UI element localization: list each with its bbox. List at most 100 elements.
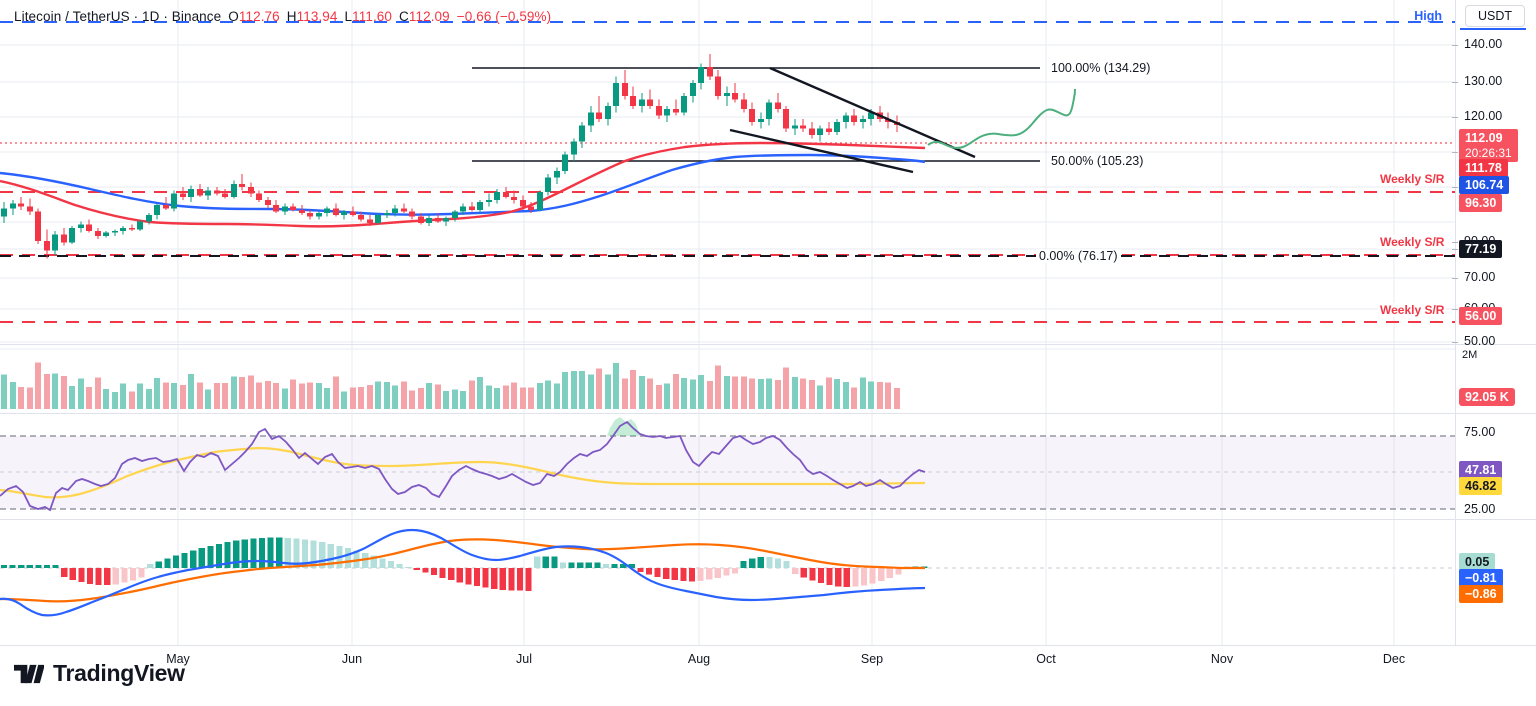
last-price-countdown: 20:26:31 [1465, 145, 1512, 160]
rsi-chart-svg [0, 414, 1455, 519]
price-pane[interactable]: 100.00% (134.29) 50.00% (105.23) 0.00% (… [0, 0, 1455, 344]
macd-histogram-bar [817, 568, 825, 584]
candle-body [766, 102, 772, 119]
pane-separator-volume[interactable] [0, 344, 1536, 345]
volume-bar [1, 374, 7, 409]
volume-bar [511, 382, 517, 409]
macd-histogram-bar [465, 568, 472, 585]
candle-body [78, 224, 84, 228]
volume-bar [698, 374, 704, 409]
candle-body [27, 206, 33, 212]
candle-body [214, 190, 220, 194]
volume-value-pill: 92.05 K [1459, 388, 1515, 406]
candle-body [494, 192, 500, 201]
candle-body [800, 125, 806, 129]
candle-body [1, 208, 7, 217]
time-axis[interactable]: May Jun Jul Aug Sep Oct Nov Dec [0, 646, 1455, 674]
last-price-main: 112.09 [1465, 130, 1503, 145]
macd-histogram-bar [190, 550, 197, 568]
volume-pane[interactable] [0, 345, 1455, 413]
macd-histogram-bar [258, 537, 266, 568]
macd-histogram-bar [637, 568, 644, 572]
candle-body [86, 224, 92, 232]
candle-body [673, 109, 679, 113]
candle-body [333, 208, 339, 215]
symbol-title[interactable]: Litecoin / TetherUS · 1D · Binance [14, 9, 222, 24]
volume-bar [664, 383, 670, 409]
macd-histogram-bar [18, 565, 25, 568]
candle-body [146, 214, 152, 222]
macd-histogram-bar [327, 543, 334, 568]
bottom-separator [0, 645, 1536, 646]
time-tick-jul: Jul [516, 652, 532, 666]
macd-histogram-bar [611, 564, 618, 568]
macd-histogram-bar [164, 558, 171, 568]
pane-separator-macd[interactable] [0, 519, 1536, 520]
chart-legend[interactable]: Litecoin / TetherUS · 1D · Binance O112.7… [14, 9, 551, 24]
candle-body [503, 192, 509, 197]
volume-bar [197, 382, 203, 409]
macd-histogram-bar [516, 568, 524, 591]
candle-body [239, 183, 245, 188]
volume-bar [86, 386, 92, 409]
volume-bar [350, 387, 356, 409]
price-tick-dash [1452, 152, 1458, 153]
volume-bar [171, 382, 177, 409]
candle-body [205, 190, 211, 196]
macd-histogram-bar [387, 561, 395, 568]
candle-body [698, 66, 704, 84]
currency-underline [1460, 28, 1526, 30]
macd-histogram-bar [757, 556, 764, 568]
candle-body [154, 205, 160, 215]
volume-bar [554, 383, 560, 409]
volume-bar [783, 367, 789, 409]
volume-chart-svg [0, 345, 1455, 413]
tradingview-footer[interactable]: TradingView [14, 660, 185, 687]
candle-body [316, 213, 322, 217]
currency-badge[interactable]: USDT [1464, 5, 1525, 27]
time-tick-aug: Aug [687, 652, 711, 666]
volume-bar [129, 391, 135, 409]
macd-histogram-bar [491, 568, 498, 589]
volume-bar [656, 384, 662, 409]
candle-body [579, 125, 585, 142]
price-tick-130-00: 130.00 [1464, 74, 1503, 88]
price-axis[interactable]: 140.00130.00120.00110.00100.0090.0080.00… [1452, 0, 1536, 645]
candle-body [375, 214, 381, 223]
volume-bar [426, 383, 432, 409]
volume-bar [273, 383, 279, 409]
macd-histogram-bar [525, 568, 532, 591]
macd-histogram-bar [379, 558, 386, 568]
pane-separator-rsi[interactable] [0, 413, 1536, 414]
macd-histogram-bar [319, 542, 326, 568]
macd-histogram-bar [43, 565, 51, 568]
candle-body [690, 83, 696, 97]
candle-body [851, 115, 857, 123]
rsi-overbought-fill [607, 417, 640, 436]
candle-body [273, 205, 279, 212]
volume-bar [579, 370, 585, 409]
rsi-tick-25: 25.00 [1464, 502, 1496, 516]
volume-bar [681, 378, 687, 409]
candle-body [222, 193, 228, 197]
candle-body [197, 188, 203, 196]
macd-histogram-bar [35, 565, 42, 568]
volume-bar [800, 378, 806, 409]
volume-bar [715, 365, 721, 409]
candle-body [409, 211, 415, 217]
volume-bar [741, 376, 747, 409]
macd-pane[interactable] [0, 520, 1455, 645]
volume-bar [10, 382, 16, 409]
time-tick-dec: Dec [1382, 652, 1406, 666]
macd-histogram-bar [448, 568, 455, 581]
candle-body [469, 206, 475, 210]
volume-bar [817, 385, 823, 409]
candle-body [443, 218, 449, 222]
volume-bar [537, 383, 543, 409]
volume-bar [78, 378, 84, 409]
time-tick-oct: Oct [1036, 652, 1056, 666]
macd-histogram-bar [585, 562, 592, 568]
volume-bar [724, 376, 730, 409]
time-tick-nov: Nov [1210, 652, 1234, 666]
rsi-pane[interactable] [0, 414, 1455, 519]
